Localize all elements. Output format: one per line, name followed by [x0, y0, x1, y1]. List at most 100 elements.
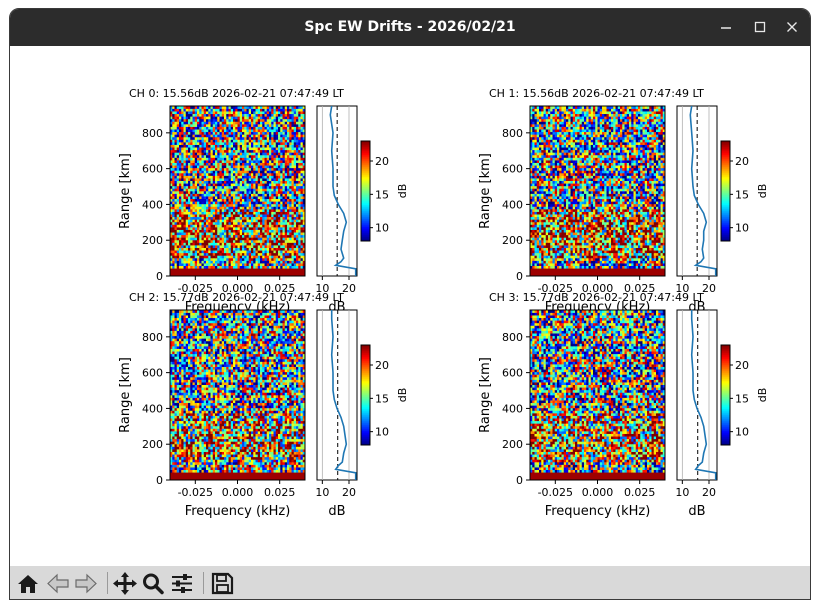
heatmap-cell: [246, 221, 250, 225]
heatmap-cell: [622, 239, 625, 243]
heatmap-cell: [199, 247, 202, 251]
heatmap-cell: [264, 270, 268, 274]
heatmap-cell: [552, 234, 556, 238]
heatmap-cell: [203, 121, 207, 125]
heatmap-cell: [302, 108, 306, 112]
heatmap-cell: [649, 239, 652, 243]
heatmap-cell: [221, 170, 225, 174]
heatmap-cell: [298, 270, 301, 274]
heatmap-cell: [602, 263, 605, 266]
heatmap-cell: [257, 118, 261, 122]
heatmap-cell: [284, 180, 288, 184]
close-button[interactable]: [782, 17, 802, 37]
heatmap-cell: [284, 257, 288, 261]
heatmap-cell: [248, 239, 252, 243]
heatmap-cell: [611, 257, 614, 261]
heatmap-cell: [181, 219, 184, 223]
heatmap-cell: [253, 178, 256, 181]
heatmap-cell: [179, 229, 182, 233]
heatmap-cell: [260, 234, 263, 238]
heatmap-cell: [179, 149, 182, 153]
heatmap-cell: [251, 214, 254, 218]
heatmap-cell: [284, 273, 288, 277]
heatmap-cell: [262, 227, 265, 230]
heatmap-cell: [233, 201, 236, 205]
minimize-button[interactable]: [716, 17, 736, 37]
heatmap-cell: [280, 214, 283, 218]
heatmap-cell: [626, 242, 630, 246]
heatmap-cell: [597, 245, 601, 248]
heatmap-cell: [273, 108, 277, 112]
heatmap-cell: [568, 239, 571, 243]
heatmap-cell: [649, 270, 652, 274]
heatmap-cell: [179, 268, 182, 272]
heatmap-cell: [242, 121, 245, 125]
colorbar-segment: [361, 225, 370, 228]
heatmap-cell: [284, 255, 288, 259]
heatmap-cell: [179, 170, 182, 174]
heatmap-cell: [293, 183, 297, 187]
heatmap-cell: [251, 206, 254, 210]
heatmap-cell: [192, 131, 196, 135]
heatmap-cell: [300, 149, 304, 153]
heatmap-cell: [224, 118, 227, 122]
heatmap-cell: [233, 245, 236, 248]
heatmap-cell: [199, 201, 202, 205]
heatmap-cell: [179, 193, 182, 197]
heatmap-cell: [572, 252, 576, 256]
heatmap-cell: [233, 260, 236, 264]
heatmap-cell: [194, 113, 198, 117]
heatmap-cell: [188, 157, 191, 161]
heatmap-cell: [192, 124, 196, 127]
heatmap-cell: [557, 237, 560, 241]
heatmap-cell: [239, 203, 243, 207]
heatmap-cell: [226, 147, 229, 151]
heatmap-cell: [557, 250, 560, 254]
heatmap-cell: [593, 270, 596, 274]
heatmap-cell: [183, 273, 187, 277]
heatmap-cell: [244, 260, 247, 264]
heatmap-cell: [181, 221, 184, 225]
heatmap-cell: [230, 188, 234, 192]
heatmap-cell: [217, 221, 220, 225]
heatmap-cell: [266, 209, 270, 212]
heatmap-cell: [221, 144, 225, 148]
heatmap-cell: [181, 237, 184, 241]
heatmap-cell: [530, 268, 533, 272]
heatmap-cell: [246, 134, 250, 138]
heatmap-cell: [239, 268, 243, 272]
heatmap-cell: [620, 265, 623, 269]
heatmap-cell: [302, 178, 306, 181]
heatmap-cell: [298, 121, 301, 125]
heatmap-cell: [300, 255, 304, 259]
heatmap-cell: [550, 250, 553, 254]
heatmap-cell: [228, 214, 232, 218]
heatmap-cell: [298, 201, 301, 205]
heatmap-cell: [208, 165, 211, 169]
heatmap-cell: [206, 121, 209, 125]
heatmap-cell: [269, 183, 272, 187]
heatmap-cell: [275, 157, 279, 161]
heatmap-cell: [221, 154, 225, 158]
heatmap-cell: [197, 134, 200, 138]
heatmap-cell: [629, 247, 632, 251]
heatmap-cell: [260, 118, 263, 122]
heatmap-cell: [289, 268, 292, 272]
heatmap-cell: [192, 245, 196, 248]
heatmap-cell: [278, 265, 281, 269]
heatmap-cell: [199, 263, 202, 266]
heatmap-cell: [289, 106, 292, 109]
heatmap-cell: [183, 198, 187, 202]
heatmap-cell: [172, 219, 175, 223]
maximize-button[interactable]: [750, 17, 770, 37]
heatmap-cell: [233, 265, 236, 269]
heatmap-cell: [217, 129, 220, 133]
heatmap-cell: [242, 124, 245, 127]
heatmap-cell: [563, 237, 567, 241]
heatmap-cell: [622, 270, 625, 274]
heatmap-cell: [215, 165, 218, 169]
heatmap-cell: [287, 224, 290, 228]
heatmap-cell: [293, 232, 297, 236]
heatmap-cell: [176, 129, 180, 133]
heatmap-cell: [530, 237, 533, 241]
